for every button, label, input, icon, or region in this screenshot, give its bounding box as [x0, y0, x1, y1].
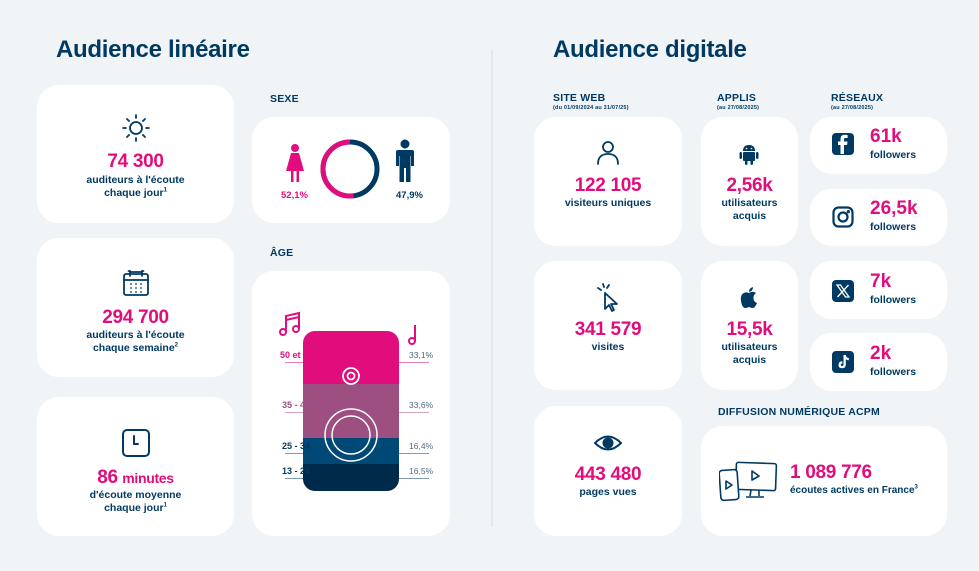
- weekly-listeners-card: 294 700 auditeurs à l'écoute chaque semai…: [37, 238, 234, 377]
- age-label: ÂGE: [270, 247, 294, 259]
- tiktok-icon: [832, 351, 854, 373]
- daily-listeners-value: 74 300: [107, 151, 164, 172]
- user-icon: [597, 141, 619, 165]
- facebook-icon: [832, 133, 854, 155]
- listening-time-card: 86 minutes d'écoute moyenne chaque jour1: [37, 397, 234, 536]
- age-pct-label: 33,1%: [409, 350, 434, 360]
- age-speaker-chart: [303, 331, 399, 491]
- apple-icon: [740, 287, 758, 309]
- sex-card: 52,1% 47,9%: [252, 117, 450, 223]
- age-pct-label: 33,6%: [409, 400, 434, 411]
- daily-listeners-card: 74 300 auditeurs à l'écoute chaque jour1: [37, 85, 234, 223]
- age-range-label: 50 et +: [280, 350, 309, 360]
- tiktok-followers-label: followers: [870, 366, 917, 378]
- unique-visitors-value: 122 105: [574, 175, 642, 196]
- sex-donut-chart: [320, 139, 380, 199]
- age-pct-label: 16,5%: [409, 466, 434, 477]
- age-leader-line-right: [399, 478, 429, 480]
- x-card: 7k followers: [810, 261, 947, 319]
- age-leader-line-left: [285, 478, 303, 480]
- instagram-icon: [832, 206, 854, 228]
- acpm-value: 1 089 776: [790, 462, 872, 483]
- age-pct-label: 16,4%: [409, 441, 434, 452]
- x-followers-label: followers: [870, 294, 917, 306]
- android-users-value: 2,56k: [726, 175, 773, 196]
- sun-icon: [121, 113, 151, 143]
- age-leader-line-left: [285, 362, 303, 363]
- android-icon: [739, 144, 759, 166]
- calendar-icon: [121, 268, 151, 298]
- linear-title: Audience linéaire: [56, 36, 250, 63]
- age-range-label: 13 - 24: [282, 466, 311, 477]
- acpm-card: 1 089 776 écoutes actives en France3: [701, 426, 947, 536]
- age-leader-line-right: [399, 453, 429, 455]
- age-leader-line-right: [399, 362, 429, 363]
- female-segment: [320, 139, 380, 199]
- female-pct: 52,1%: [281, 190, 308, 201]
- x-followers-value: 7k: [870, 271, 892, 292]
- visits-label: visites: [591, 341, 625, 353]
- music-notes-icon: [278, 311, 302, 337]
- pageviews-card: 443 480 pages vues: [534, 406, 682, 536]
- age-segment-3: [303, 464, 399, 491]
- digital-title: Audience digitale: [553, 36, 747, 63]
- speaker-circles: [324, 367, 378, 462]
- listening-time-value: 86 minutes: [97, 467, 174, 488]
- male-icon: [395, 139, 415, 183]
- sex-label: SEXE: [270, 93, 299, 105]
- pageviews-value: 443 480: [574, 464, 642, 485]
- devices-play-icon: [719, 460, 779, 502]
- daily-listeners-label: auditeurs à l'écoute chaque jour1: [86, 174, 185, 199]
- age-range-label: 25 - 34: [282, 441, 311, 452]
- listening-time-label: d'écoute moyenne chaque jour1: [89, 489, 182, 514]
- social-label: RÉSEAUX (au 27/08/2025): [831, 92, 884, 111]
- instagram-followers-value: 26,5k: [870, 198, 918, 219]
- acpm-label: DIFFUSION NUMÉRIQUE ACPM: [718, 406, 880, 418]
- tiktok-card: 2k followers: [810, 333, 947, 391]
- apps-label: APPLIS (au 27/08/2025): [717, 92, 760, 111]
- age-segment-1: [303, 384, 399, 439]
- android-users-label: utilisateurs acquis: [721, 197, 778, 222]
- web-label: SITE WEB (du 01/09/2024 au 31/07/25): [553, 92, 629, 111]
- facebook-followers-value: 61k: [870, 126, 902, 147]
- age-leader-line-left: [285, 412, 303, 414]
- unique-visitors-card: 122 105 visiteurs uniques: [534, 117, 682, 246]
- age-leader-line-left: [285, 453, 303, 455]
- x-icon: [832, 280, 854, 302]
- cursor-click-icon: [595, 283, 623, 313]
- age-leader-line-right: [399, 412, 429, 414]
- male-pct: 47,9%: [396, 190, 423, 201]
- weekly-listeners-label: auditeurs à l'écoute chaque semaine2: [86, 329, 185, 354]
- instagram-card: 26,5k followers: [810, 189, 947, 246]
- age-range-label: 35 - 49: [282, 400, 311, 411]
- age-card: 50 et + 33,1% 35 - 49 33,6% 25 - 34 16,4% 13 -…: [252, 271, 450, 536]
- weekly-listeners-value: 294 700: [102, 307, 169, 328]
- apple-app-card: 15,5k utilisateurs acquis: [701, 261, 798, 390]
- android-app-card: 2,56k utilisateurs acquis: [701, 117, 798, 246]
- visits-card: 341 579 visites: [534, 261, 682, 390]
- facebook-card: 61k followers: [810, 117, 947, 174]
- unique-visitors-label: visiteurs uniques: [564, 197, 652, 209]
- pageviews-label: pages vues: [579, 486, 637, 498]
- apple-users-label: utilisateurs acquis: [721, 341, 778, 366]
- acpm-text: écoutes actives en France3: [790, 484, 918, 496]
- tiktok-followers-value: 2k: [870, 343, 892, 364]
- clock-icon: [121, 428, 151, 458]
- instagram-followers-label: followers: [870, 221, 917, 233]
- eye-icon: [593, 434, 623, 452]
- visits-value: 341 579: [574, 319, 642, 340]
- apple-users-value: 15,5k: [726, 319, 773, 340]
- section-divider: [491, 50, 493, 527]
- facebook-followers-label: followers: [870, 149, 917, 161]
- female-icon: [284, 143, 306, 183]
- age-segment-2: [303, 438, 399, 465]
- music-note-icon: [408, 323, 418, 345]
- age-segment-0: [303, 331, 399, 385]
